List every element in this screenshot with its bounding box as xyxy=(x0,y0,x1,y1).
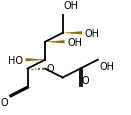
Text: OH: OH xyxy=(67,37,82,47)
Text: O: O xyxy=(81,76,89,86)
Text: O: O xyxy=(1,97,8,107)
Text: OH: OH xyxy=(99,61,114,71)
Text: OH: OH xyxy=(85,29,100,39)
Text: HO: HO xyxy=(8,55,23,65)
Polygon shape xyxy=(63,32,82,35)
Text: OH: OH xyxy=(64,1,79,11)
Polygon shape xyxy=(26,59,45,62)
Polygon shape xyxy=(45,41,65,44)
Text: O: O xyxy=(46,63,54,73)
